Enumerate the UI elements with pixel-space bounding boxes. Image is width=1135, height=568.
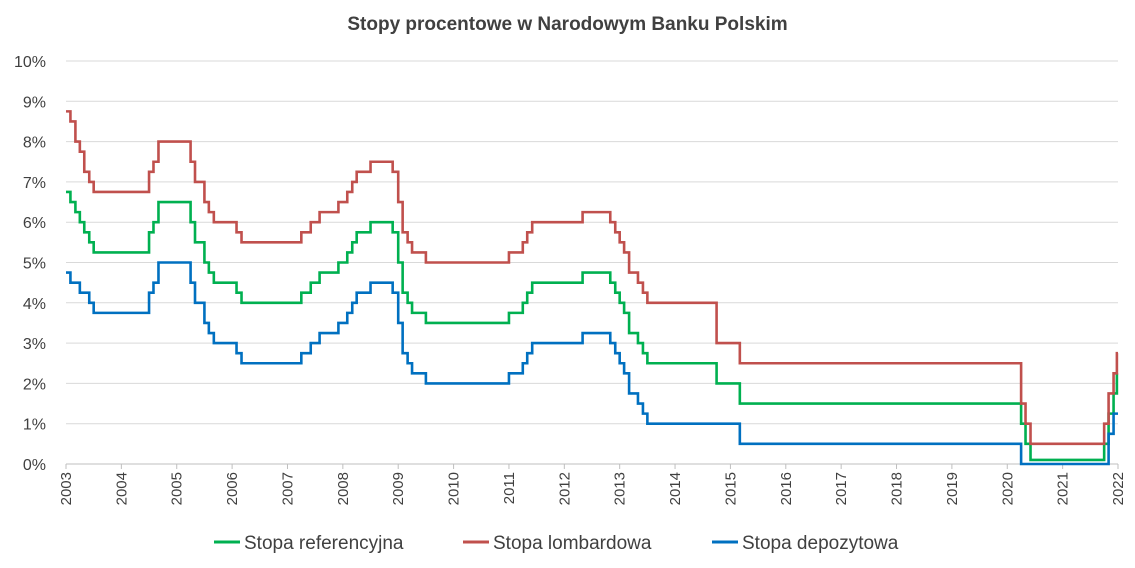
y-tick-label: 3% (23, 336, 46, 353)
y-tick-label: 1% (23, 417, 46, 434)
y-tick-label: 7% (23, 175, 46, 192)
x-tick-label: 2010 (446, 472, 463, 505)
y-tick-label: 8% (23, 135, 46, 152)
legend-item-stopa-referencyjna: Stopa referencyjna (214, 533, 404, 554)
legend-label: Stopa depozytowa (742, 533, 899, 554)
x-axis: 2003 2004 2005 2006 2007 2008 2009 2010 2011 2012… (58, 464, 1127, 505)
x-tick-label: 2006 (224, 472, 241, 505)
legend-item-stopa-lombardowa: Stopa lombardowa (463, 533, 652, 554)
x-tick-label: 2020 (999, 472, 1016, 505)
x-tick-label: 2007 (279, 472, 296, 505)
x-tick-label: 2012 (556, 472, 573, 505)
legend-item-stopa-depozytowa: Stopa depozytowa (712, 533, 899, 554)
x-tick-label: 2005 (169, 472, 186, 505)
series-line-stopa-lombardowa (66, 110, 1119, 446)
x-tick-label: 2013 (612, 472, 629, 505)
y-tick-label: 10% (14, 54, 46, 71)
legend-label: Stopa lombardowa (493, 533, 652, 554)
y-tick-label: 4% (23, 296, 46, 313)
x-tick-label: 2022 (1110, 472, 1127, 505)
y-tick-label: 0% (23, 457, 46, 474)
x-tick-label: 2003 (58, 472, 75, 505)
y-tick-label: 2% (23, 376, 46, 393)
x-tick-label: 2016 (778, 472, 795, 505)
x-tick-label: 2019 (944, 472, 961, 505)
x-tick-label: 2004 (113, 472, 130, 505)
x-tick-label: 2008 (335, 472, 352, 505)
legend-label: Stopa referencyjna (244, 533, 404, 554)
y-tick-label: 6% (23, 215, 46, 232)
chart-title: Stopy procentowe w Narodowym Banku Polsk… (347, 14, 788, 35)
x-tick-label: 2011 (501, 472, 518, 504)
x-tick-label: 2014 (667, 472, 684, 505)
x-tick-label: 2018 (889, 472, 906, 505)
x-tick-label: 2021 (1055, 472, 1072, 505)
y-axis: 0% 1% 2% 3% 4% 5% 6% 7% 8% 9% 10% (14, 54, 46, 474)
x-tick-label: 2017 (833, 472, 850, 505)
gridlines (66, 60, 1118, 465)
y-tick-label: 5% (23, 256, 46, 273)
series-line-stopa-referencyjna (66, 190, 1119, 462)
legend: Stopa referencyjna Stopa lombardowa Stopa … (214, 533, 899, 554)
y-tick-label: 9% (23, 94, 46, 111)
series-line-stopa-depozytowa (66, 261, 1118, 466)
series-lines (66, 110, 1119, 466)
x-tick-label: 2009 (390, 472, 407, 505)
x-tick-label: 2015 (722, 472, 739, 505)
